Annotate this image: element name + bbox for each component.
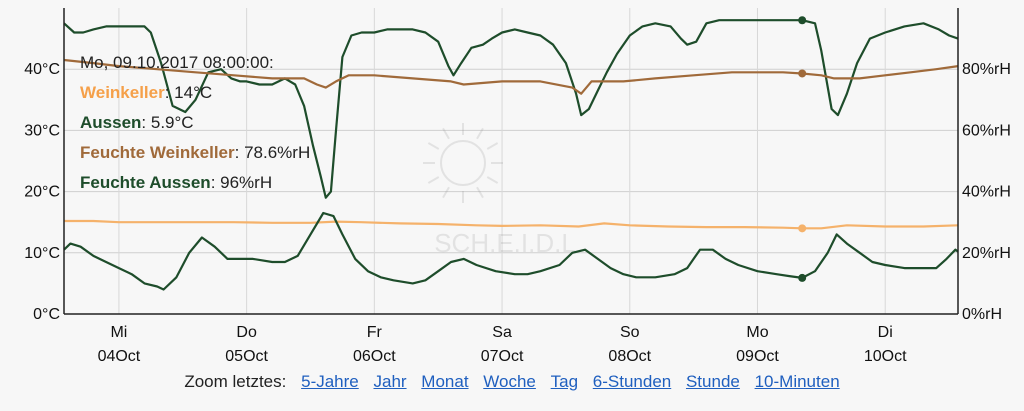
sun-ray <box>486 142 499 150</box>
zoom-link-5-jahre[interactable]: 5-Jahre <box>301 372 359 391</box>
y-right-tick-label: 0%rH <box>962 306 1002 323</box>
zoom-link-10-minuten[interactable]: 10-Minuten <box>754 372 840 391</box>
plot-area <box>64 8 958 314</box>
series-line-feuchte-weinkeller <box>63 58 959 95</box>
y-right-tick-label: 20%rH <box>962 245 1011 262</box>
x-tick-day: Fr <box>367 324 383 341</box>
zoom-bar: Zoom letztes: 5-Jahre Jahr Monat Woche T… <box>0 372 1024 392</box>
x-tick-day: Mo <box>746 324 768 341</box>
zoom-link-monat[interactable]: Monat <box>421 372 469 391</box>
sun-ray <box>476 127 484 140</box>
sun-ray <box>486 176 499 184</box>
y-right-tick-label: 80%rH <box>962 61 1011 78</box>
x-tick-date: 07Oct <box>481 348 524 365</box>
y-right-tick-label: 40%rH <box>962 184 1011 201</box>
sun-ray <box>476 186 484 199</box>
x-tick-date: 09Oct <box>736 348 779 365</box>
hover-point-aussen <box>798 273 807 282</box>
x-tick-day: So <box>620 324 640 341</box>
zoom-link-woche[interactable]: Woche <box>483 372 536 391</box>
zoom-link-stunde[interactable]: Stunde <box>685 372 740 391</box>
y-right-tick-label: 60%rH <box>962 122 1011 139</box>
x-tick-date: 06Oct <box>353 348 396 365</box>
x-tick-day: Sa <box>492 324 512 341</box>
y-left-tick-label: 20°C <box>24 184 60 201</box>
watermark-logo: SCH.E.I.D.L <box>423 123 576 258</box>
x-tick-date: 10Oct <box>864 348 907 365</box>
y-left-tick-label: 30°C <box>24 122 60 139</box>
sun-ray <box>427 142 440 150</box>
x-tick-day: Do <box>236 324 257 341</box>
y-left-tick-label: 40°C <box>24 61 60 78</box>
hover-point-feuchte-weinkeller <box>798 69 807 78</box>
sun-ray <box>442 127 450 140</box>
zoom-link-jahr[interactable]: Jahr <box>373 372 407 391</box>
x-tick-date: 05Oct <box>225 348 268 365</box>
series-line-aussen <box>63 211 959 291</box>
y-left-tick-label: 10°C <box>24 245 60 262</box>
hover-point-feuchte-aussen <box>798 16 807 25</box>
y-left-tick-label: 0°C <box>33 306 60 323</box>
x-tick-date: 04Oct <box>98 348 141 365</box>
series-line-weinkeller <box>64 219 959 230</box>
zoom-link-6-stunden[interactable]: 6-Stunden <box>592 372 672 391</box>
x-tick-day: Mi <box>110 324 127 341</box>
zoom-link-tag[interactable]: Tag <box>550 372 579 391</box>
x-tick-day: Di <box>878 324 893 341</box>
sun-icon <box>440 140 486 186</box>
watermark-text: SCH.E.I.D.L <box>434 228 576 258</box>
hover-point-weinkeller <box>798 224 807 233</box>
zoom-label: Zoom letztes: <box>184 372 287 391</box>
sun-ray <box>442 186 450 199</box>
x-tick-date: 08Oct <box>608 348 651 365</box>
sun-ray <box>427 176 440 184</box>
